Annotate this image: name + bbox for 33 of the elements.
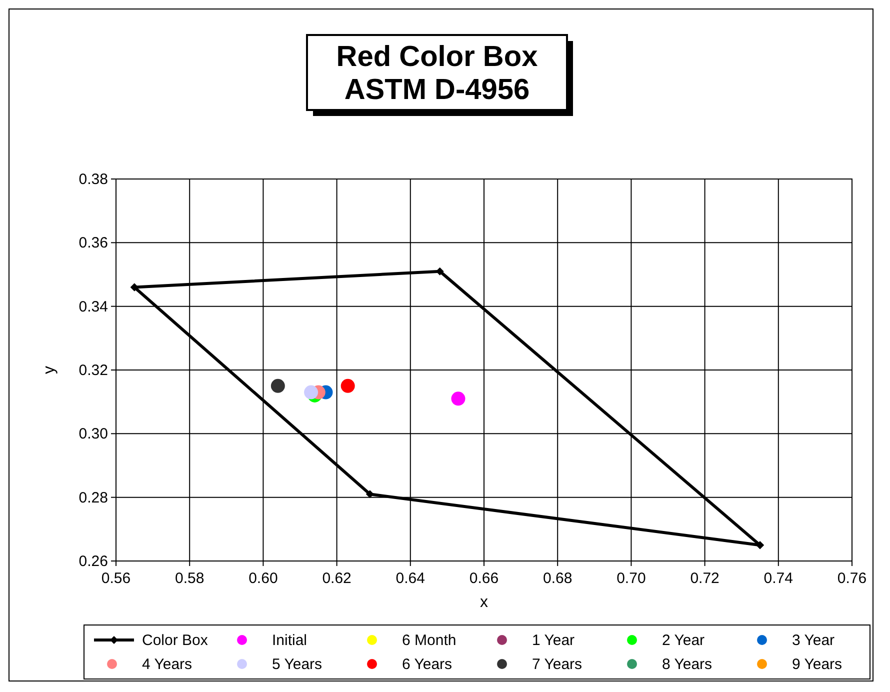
y-tick-label: 0.26 [78,553,108,570]
legend-label: 7 Years [532,656,582,673]
legend-label: 3 Year [792,632,835,649]
y-tick-label: 0.28 [78,489,108,506]
legend-label: Color Box [142,632,208,649]
legend-label: 4 Years [142,656,192,673]
y-tick-label: 0.34 [78,298,108,316]
x-tick-label: 0.64 [396,570,425,587]
y-tick-label: 0.30 [78,426,108,443]
legend-label: 1 Year [532,632,575,649]
y-tick-label: 0.32 [78,362,108,379]
legend-label: 5 Years [272,656,322,673]
x-tick-label: 0.58 [175,570,204,587]
x-tick-label: 0.74 [764,570,793,587]
y-tick-label: 0.38 [78,171,108,188]
x-tick-label: 0.60 [248,570,278,587]
x-axis-title: x [480,594,488,611]
x-tick-label: 0.66 [469,570,499,587]
x-tick-label: 0.76 [837,570,867,587]
x-tick-label: 0.62 [322,570,352,587]
legend-label: 9 Years [792,656,842,673]
legend-label: 8 Years [662,656,712,673]
legend-label: 2 Year [662,632,705,649]
x-tick-label: 0.72 [690,570,720,587]
chart-title: Red Color Box ASTM D-4956 [336,41,538,106]
x-tick-label: 0.68 [543,570,572,587]
x-tick-label: 0.56 [101,570,131,587]
x-tick-label: 0.70 [616,570,646,587]
legend-label: 6 Month [402,632,456,649]
y-axis-title: y [41,366,58,374]
legend-label: 6 Years [402,656,452,673]
legend-label: Initial [272,632,308,649]
y-tick-label: 0.36 [78,234,108,252]
